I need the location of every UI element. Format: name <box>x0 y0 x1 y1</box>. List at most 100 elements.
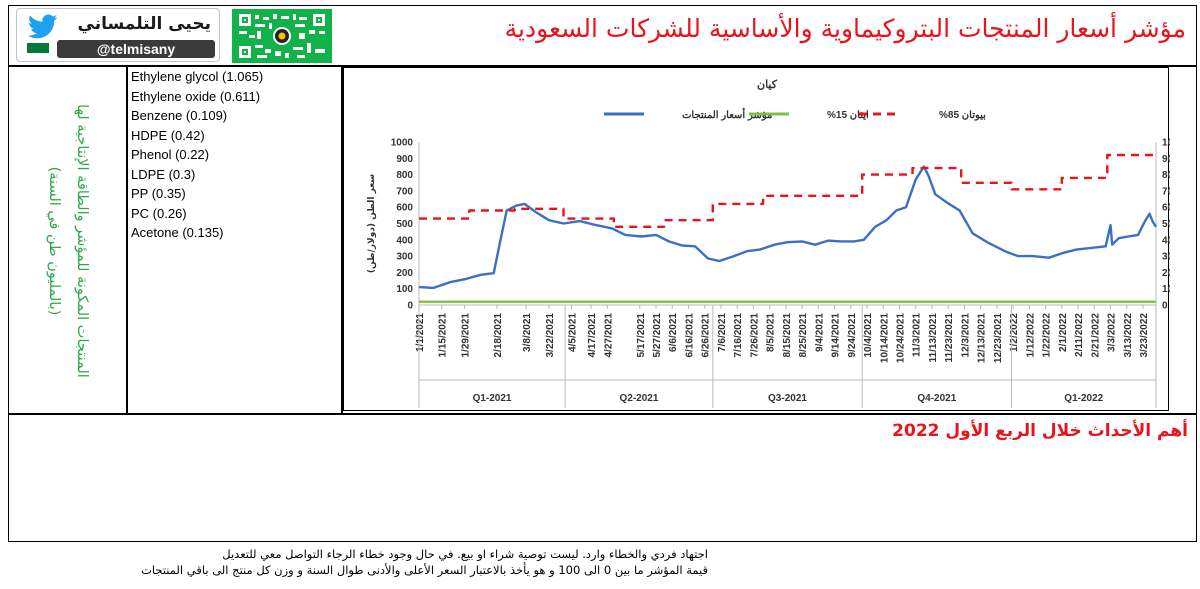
y2-tick-label: 100 <box>1162 138 1170 149</box>
qr-code-icon <box>235 11 329 61</box>
x-tick-label: 9/4/2021 <box>814 313 825 352</box>
x-tick-label: 7/16/2021 <box>733 313 744 358</box>
x-tick-label: 6/16/2021 <box>684 313 695 358</box>
y-tick-label: 500 <box>396 219 413 230</box>
x-tick-label: 6/26/2021 <box>701 313 712 358</box>
x-tick-label: 2/18/2021 <box>493 313 504 358</box>
product-item: Benzene (0.109) <box>131 108 228 123</box>
y-tick-label: 700 <box>396 186 413 197</box>
x-tick-label: 12/3/2021 <box>960 313 971 358</box>
products-divider <box>341 65 343 414</box>
x-tick-label: 7/26/2021 <box>749 313 760 358</box>
x-tick-label: 1/2/2022 <box>1009 313 1020 352</box>
footer-notes: اجتهاد فردي والخطاء وارد. ليست توصية شرا… <box>8 546 708 578</box>
x-tick-label: 3/8/2021 <box>522 313 533 352</box>
x-tick-label: 10/4/2021 <box>863 313 874 358</box>
quarter-label: Q1-2021 <box>473 393 512 404</box>
x-tick-label: 1/12/2022 <box>1025 313 1036 358</box>
legend-label: مؤشر أسعار المنتجات <box>682 108 772 121</box>
chart-container: كيان مؤشر أسعار المنتجات ايثان 15% بيوتان 8… <box>343 67 1170 411</box>
header-divider <box>8 65 1197 67</box>
product-item: Acetone (0.135) <box>131 225 224 240</box>
y-tick-label: 600 <box>396 203 413 214</box>
x-tick-label: 11/13/2021 <box>928 313 939 363</box>
x-tick-label: 3/13/2022 <box>1123 313 1134 358</box>
page-title: مؤشر أسعار المنتجات البتروكيماوية والأسا… <box>504 14 1186 43</box>
x-tick-label: 9/14/2021 <box>831 313 842 358</box>
y2-tick-label: 30 <box>1162 252 1170 263</box>
y-tick-label: 900 <box>396 154 413 165</box>
y-tick-label: 0 <box>407 301 413 312</box>
y2-tick-label: 40 <box>1162 235 1170 246</box>
y2-tick-label: 20 <box>1162 268 1170 279</box>
y2-tick-label: 60 <box>1162 203 1170 214</box>
page-frame <box>8 5 1197 542</box>
x-tick-label: 5/27/2021 <box>652 313 663 358</box>
series-line-index <box>418 165 1158 290</box>
x-tick-label: 8/5/2021 <box>766 313 777 352</box>
x-tick-label: 12/13/2021 <box>977 313 988 363</box>
x-tick-label: 10/14/2021 <box>879 313 890 363</box>
x-tick-label: 8/15/2021 <box>782 313 793 358</box>
quarter-label: Q1-2022 <box>1064 393 1103 404</box>
methodology-note: قيمة المؤشر ما بين 0 الى 100 و هو يأخذ ب… <box>141 563 708 577</box>
x-tick-label: 1/29/2021 <box>460 313 471 358</box>
y-axis-label: سعر الطن (دولار/طن) <box>367 174 377 273</box>
x-tick-label: 4/5/2021 <box>568 313 579 352</box>
author-logo: يحيى التلمساني @telmisany <box>16 8 220 62</box>
author-handle: @telmisany <box>57 40 215 58</box>
x-tick-label: 2/11/2022 <box>1074 313 1085 357</box>
legend-label: بيوتان 85% <box>939 110 986 121</box>
events-title: أهم الأحداث خلال الربع الأول 2022 <box>892 421 1188 441</box>
quarter-label: Q2-2021 <box>620 393 659 404</box>
side-label: المنتجات المكونة للمؤشر والطاقة الإنتاجي… <box>46 104 90 378</box>
quarter-label: Q3-2021 <box>768 393 807 404</box>
y2-tick-label: 0 <box>1162 301 1168 312</box>
line-chart: كيان مؤشر أسعار المنتجات ايثان 15% بيوتان 8… <box>367 79 1170 408</box>
events-divider <box>8 413 1197 415</box>
product-item: Phenol (0.22) <box>131 147 210 162</box>
series-line-butane <box>419 153 1156 228</box>
y2-tick-label: 10 <box>1162 284 1170 295</box>
x-tick-label: 6/6/2021 <box>668 313 679 352</box>
y-tick-label: 300 <box>396 252 413 263</box>
x-tick-label: 3/23/2022 <box>1139 313 1150 358</box>
products-list: Ethylene glycol (1.065) Ethylene oxide (… <box>131 67 263 243</box>
product-item: Ethylene oxide (0.611) <box>131 88 261 104</box>
y-tick-label: 100 <box>396 284 413 295</box>
legend-label: ايثان 15% <box>827 110 869 121</box>
saudi-flag-icon <box>27 43 49 53</box>
side-divider <box>126 65 128 414</box>
x-tick-label: 7/6/2021 <box>717 313 728 352</box>
product-item: LDPE (0.3) <box>131 166 196 182</box>
x-tick-label: 12/23/2021 <box>993 313 1004 363</box>
product-item: PC (0.26) <box>131 205 187 221</box>
y2-tick-label: 90 <box>1162 154 1170 165</box>
x-tick-label: 11/3/2021 <box>912 313 923 357</box>
x-tick-label: 1/15/2021 <box>438 313 449 358</box>
y2-tick-label: 70 <box>1162 186 1170 197</box>
x-tick-label: 1/1/2021 <box>415 313 426 352</box>
product-item: HDPE (0.42) <box>131 127 205 143</box>
chart-title: كيان <box>757 79 778 91</box>
product-item: Ethylene glycol (1.065) <box>131 69 264 84</box>
y2-tick-label: 50 <box>1162 219 1170 230</box>
y-tick-label: 200 <box>396 268 413 279</box>
y2-tick-label: 80 <box>1162 170 1170 181</box>
author-name: يحيى التلمساني <box>77 14 211 34</box>
x-tick-label: 9/24/2021 <box>847 313 858 358</box>
twitter-icon <box>27 14 58 39</box>
x-tick-label: 11/23/2021 <box>944 313 955 363</box>
x-tick-label: 3/3/2022 <box>1107 313 1118 352</box>
x-tick-label: 2/21/2022 <box>1090 313 1101 358</box>
x-tick-label: 4/17/2021 <box>587 313 598 358</box>
x-tick-label: 4/27/2021 <box>603 313 614 358</box>
x-tick-label: 8/25/2021 <box>798 313 809 358</box>
x-tick-label: 10/24/2021 <box>896 313 907 363</box>
y-tick-label: 800 <box>396 170 413 181</box>
quarter-label: Q4-2021 <box>917 393 956 404</box>
side-label-cell: المنتجات المكونة للمؤشر والطاقة الإنتاجي… <box>14 72 122 410</box>
disclaimer-note: اجتهاد فردي والخطاء وارد. ليست توصية شرا… <box>222 547 708 561</box>
x-tick-label: 5/17/2021 <box>636 313 647 358</box>
qr-code <box>232 9 332 63</box>
